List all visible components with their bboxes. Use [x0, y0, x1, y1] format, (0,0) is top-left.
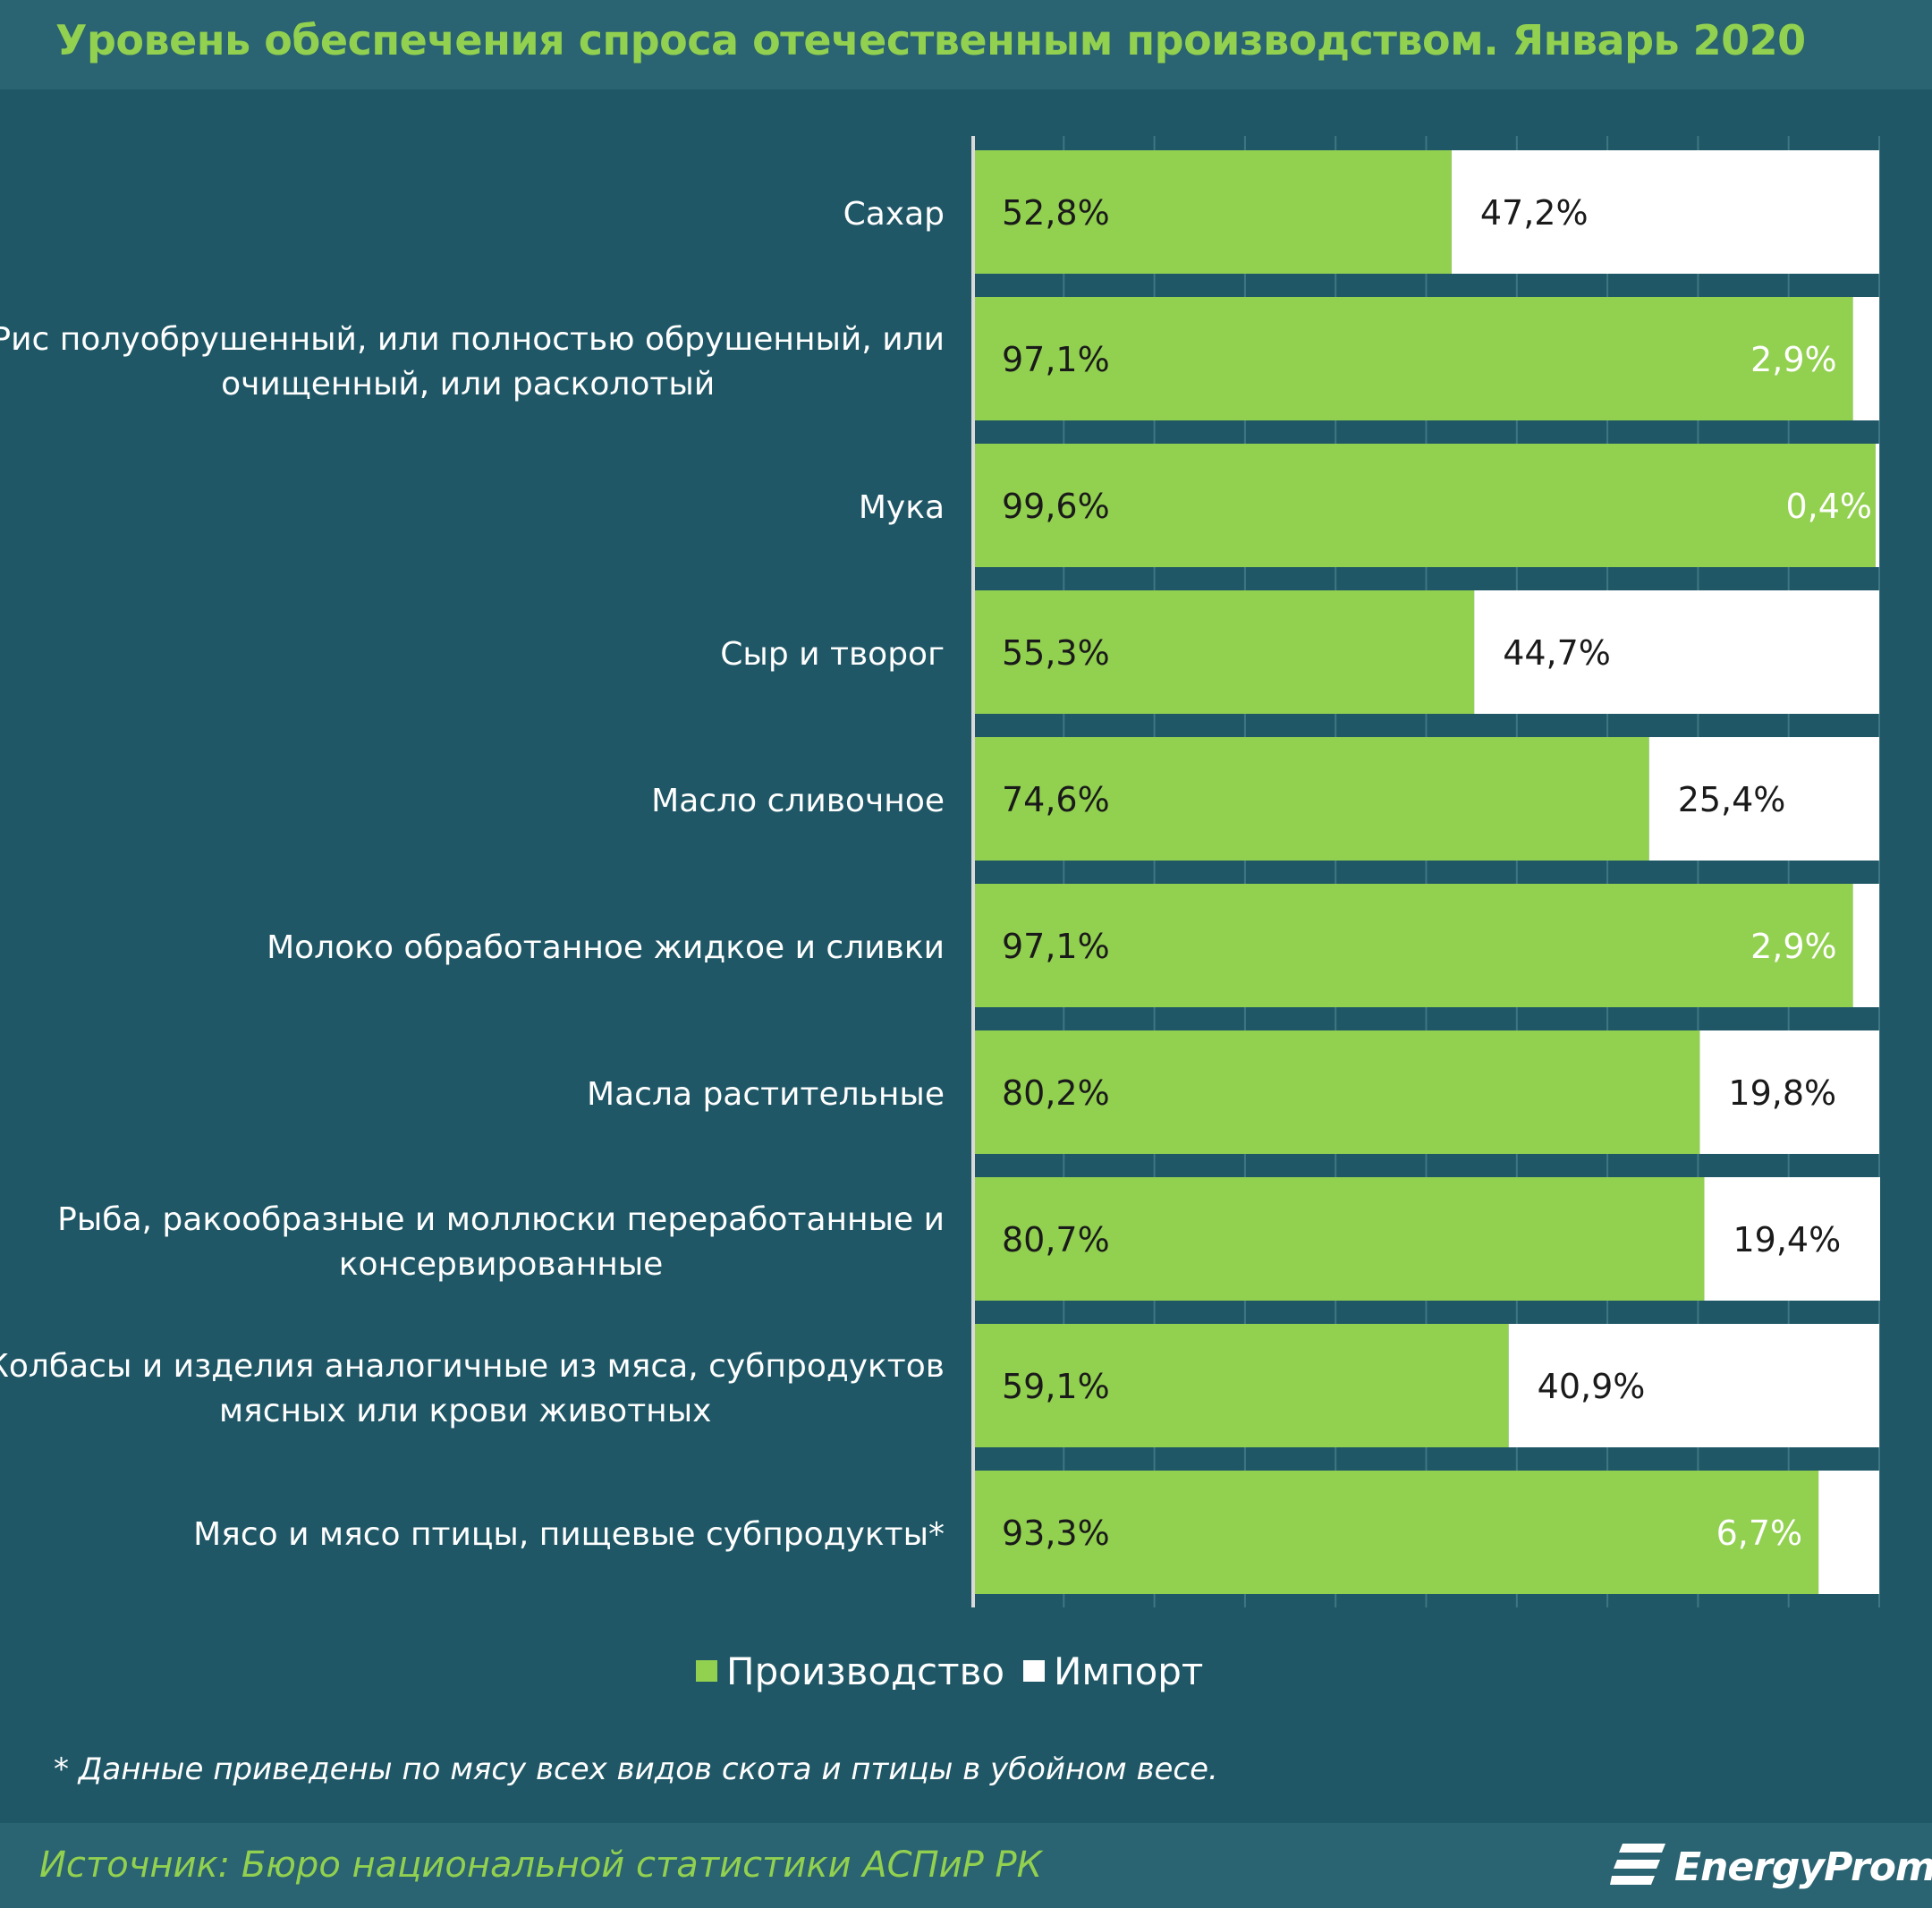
category-label: Масла растительные: [587, 1076, 945, 1113]
chart-plot: 52,8% 47,2% Сахар 97,1% 2,9% Рис полуобрушенн…: [0, 136, 1881, 1607]
legend-item-import: Импорт: [1023, 1644, 1203, 1698]
bar-import: [1699, 1030, 1879, 1154]
data-label-production: 97,1%: [1002, 340, 1110, 379]
bar-import: [1852, 884, 1879, 1007]
category-label: Масло сливочное: [651, 783, 945, 819]
category-label: Молоко обработанное жидкое и сливки: [267, 929, 945, 966]
logo-wordmark: EnergyProm: [1674, 1844, 1932, 1890]
bar-production: [973, 884, 1853, 1007]
chart-legend: Производство Импорт: [0, 1644, 1932, 1698]
data-label-import: 2,9%: [1750, 340, 1837, 379]
data-label-import: 25,4%: [1678, 780, 1786, 819]
category-label: Мука: [859, 489, 945, 526]
data-label-production: 93,3%: [1002, 1514, 1110, 1553]
bar-import: [1508, 1324, 1879, 1447]
bar-import: [1474, 590, 1879, 714]
data-label-production: 99,6%: [1002, 487, 1110, 526]
legend-swatch-import: [1023, 1660, 1045, 1682]
category-label-line2: очищенный, или расколотый: [221, 366, 715, 403]
legend-swatch-production: [696, 1660, 717, 1682]
bar-production: [973, 1324, 1509, 1447]
energyprom-logo: EnergyProm: [1610, 1836, 1932, 1898]
legend-item-production: Производство: [696, 1644, 1004, 1698]
category-label-line2: мясных или крови животных: [219, 1393, 712, 1429]
legend-label-import: Импорт: [1054, 1649, 1204, 1693]
category-label: Рыба, ракообразные и моллюски переработа…: [57, 1201, 945, 1238]
data-label-production: 74,6%: [1002, 780, 1110, 819]
category-label-line2: консервированные: [339, 1246, 664, 1283]
bar-production: [973, 150, 1452, 274]
data-label-production: 97,1%: [1002, 927, 1110, 966]
category-label: Мясо и мясо птицы, пищевые субпродукты*: [193, 1516, 945, 1553]
chart-title: Уровень обеспечения спроса отечественным…: [55, 16, 1806, 64]
bar-production: [973, 444, 1876, 567]
data-label-production: 80,7%: [1002, 1220, 1110, 1259]
data-label-import: 19,8%: [1728, 1073, 1836, 1113]
category-label: Сыр и творог: [720, 636, 945, 673]
data-label-import: 44,7%: [1503, 633, 1611, 673]
bar-production: [973, 297, 1853, 420]
bar-production: [973, 1177, 1705, 1301]
title-bar: Уровень обеспечения спроса отечественным…: [0, 0, 1932, 89]
data-label-import: 40,9%: [1538, 1367, 1646, 1406]
data-label-import: 47,2%: [1480, 193, 1589, 233]
footnote: * Данные приведены по мясу всех видов ск…: [54, 1751, 1218, 1787]
data-label-production: 52,8%: [1002, 193, 1110, 233]
data-label-import: 19,4%: [1733, 1220, 1841, 1259]
bar-import: [1704, 1177, 1881, 1301]
data-label-import: 6,7%: [1716, 1514, 1803, 1553]
legend-label-production: Производство: [726, 1649, 1005, 1693]
bar-import: [1648, 737, 1879, 861]
bar-import: [1451, 150, 1879, 274]
bar-production: [973, 590, 1475, 714]
bar-production: [973, 737, 1649, 861]
data-label-production: 55,3%: [1002, 633, 1110, 673]
logo-stripes-icon: [1610, 1844, 1665, 1885]
category-label: Рис полуобрушенный, или полностью обруше…: [0, 321, 945, 358]
source-note: Источник: Бюро национальной статистики А…: [39, 1844, 1042, 1886]
bar-import: [1852, 297, 1879, 420]
data-label-production: 80,2%: [1002, 1073, 1110, 1113]
data-label-import: 2,9%: [1750, 927, 1837, 966]
data-label-import: 0,4%: [1785, 487, 1872, 526]
bar-production: [973, 1030, 1700, 1154]
bar-production: [973, 1471, 1819, 1594]
data-label-production: 59,1%: [1002, 1367, 1110, 1406]
category-label: Колбасы и изделия аналогичные из мяса, с…: [0, 1348, 945, 1385]
category-label: Сахар: [843, 196, 945, 233]
footer-bar: Источник: Бюро национальной статистики А…: [0, 1823, 1932, 1908]
bar-import: [1818, 1471, 1879, 1594]
bar-import: [1875, 444, 1879, 567]
